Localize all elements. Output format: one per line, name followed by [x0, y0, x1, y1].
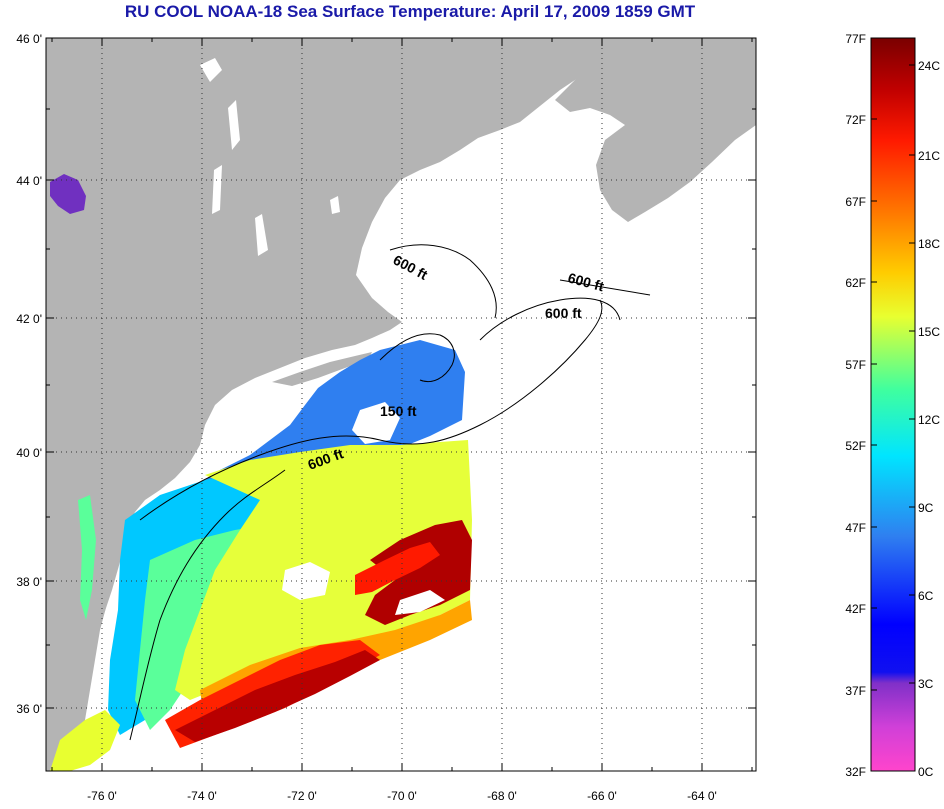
colorbar-c-label: 21C	[918, 149, 940, 163]
lon-tick-label: -64 0'	[687, 789, 717, 803]
colorbar-c-label: 15C	[918, 325, 940, 339]
latitude-axis: 46 0' 44 0' 42 0' 40 0' 38 0' 36 0'	[16, 32, 42, 716]
map-title: RU COOL NOAA-18 Sea Surface Temperature:…	[124, 2, 696, 21]
colorbar-c-label: 24C	[918, 59, 940, 73]
colorbar-f-label: 52F	[845, 439, 866, 453]
land-long-island	[272, 352, 372, 386]
colorbar-c-label: 0C	[918, 765, 934, 779]
bathymetry-contours	[129, 244, 651, 741]
longitude-axis: -76 0' -74 0' -72 0' -70 0' -68 0' -66 0…	[87, 789, 717, 803]
colorbar-f-label: 32F	[845, 765, 866, 779]
colorbar-fahrenheit-labels: 77F 72F 67F 62F 57F 52F 47F 42F 37F 32F	[845, 32, 866, 779]
colorbar-f-label: 77F	[845, 32, 866, 46]
land-mainland	[46, 38, 620, 771]
contour-label: 150 ft	[380, 403, 417, 419]
sst-darkred-gulf-stream	[175, 650, 380, 742]
lon-tick-label: -74 0'	[187, 789, 217, 803]
lon-tick-label: -68 0'	[487, 789, 517, 803]
lat-tick-label: 40 0'	[16, 446, 42, 460]
colorbar-c-label: 9C	[918, 501, 934, 515]
map-border	[45, 37, 757, 772]
lon-tick-label: -66 0'	[587, 789, 617, 803]
lat-tick-label: 42 0'	[16, 312, 42, 326]
land-delmarva	[86, 505, 128, 640]
colorbar-c-label: 6C	[918, 589, 934, 603]
lon-tick-label: -72 0'	[287, 789, 317, 803]
colorbar-c-label: 3C	[918, 677, 934, 691]
colorbar-f-label: 37F	[845, 684, 866, 698]
inland-lakes	[200, 58, 340, 256]
colorbar-f-label: 67F	[845, 195, 866, 209]
lon-tick-label: -70 0'	[387, 789, 417, 803]
sst-coastal-yellow	[50, 710, 120, 771]
colorbar-celsius-labels: 24C 21C 18C 15C 12C 9C 6C 3C 0C	[918, 59, 940, 779]
colorbar-f-label: 57F	[845, 358, 866, 372]
lake-ontario-sst	[50, 174, 86, 214]
land-maritimes	[555, 38, 756, 222]
colorbar-f-label: 42F	[845, 602, 866, 616]
colorbar-c-label: 18C	[918, 237, 940, 251]
colorbar-f-label: 62F	[845, 276, 866, 290]
lat-tick-label: 44 0'	[16, 174, 42, 188]
sst-red-warm-core	[355, 542, 440, 595]
lat-tick-label: 36 0'	[16, 702, 42, 716]
colorbar-ticks	[871, 37, 915, 772]
colorbar-f-label: 47F	[845, 521, 866, 535]
colorbar	[870, 37, 916, 772]
colorbar-f-label: 72F	[845, 113, 866, 127]
sst-darkred-warm-core	[365, 520, 472, 625]
contour-label: 600 ft	[545, 305, 582, 321]
lat-tick-label: 38 0'	[16, 575, 42, 589]
colorbar-c-label: 12C	[918, 413, 940, 427]
axis-ticks	[46, 37, 756, 771]
lat-tick-label: 46 0'	[16, 32, 42, 46]
sst-cyan-shelf	[108, 465, 305, 735]
sst-chesapeake-green	[78, 495, 96, 620]
lon-tick-label: -76 0'	[87, 789, 117, 803]
graticule	[46, 38, 756, 771]
